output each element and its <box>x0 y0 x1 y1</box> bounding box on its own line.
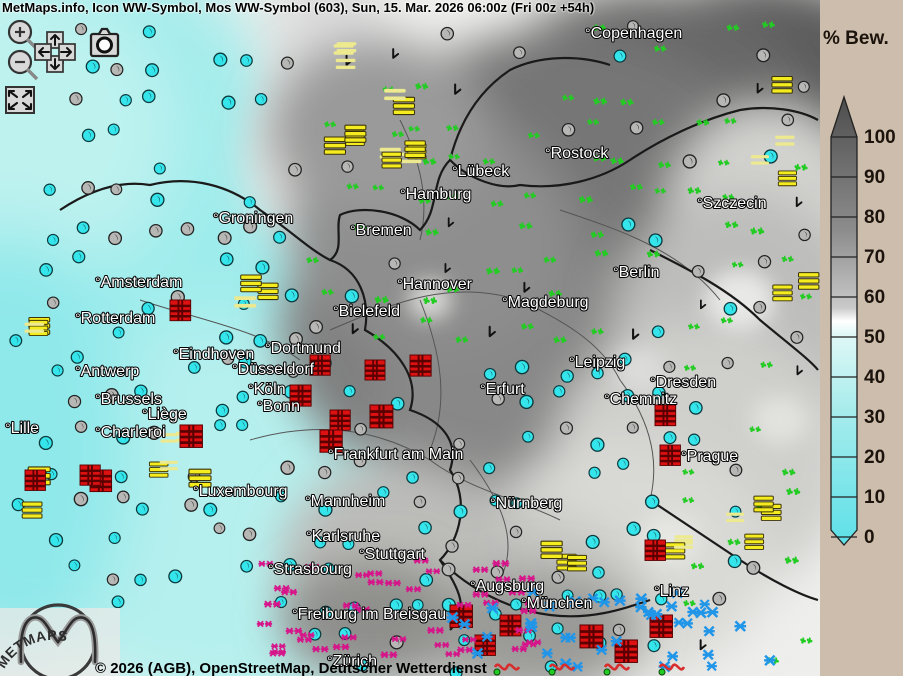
svg-text:°Szczecin: °Szczecin <box>697 195 767 212</box>
svg-text:°Bonn: °Bonn <box>257 398 300 415</box>
svg-text:0: 0 <box>864 527 875 548</box>
svg-text:°Dresden: °Dresden <box>650 374 716 391</box>
svg-text:°Dortmund: °Dortmund <box>265 340 341 357</box>
svg-text:°Rotterdam: °Rotterdam <box>75 310 155 327</box>
svg-text:°Chemnitz: °Chemnitz <box>604 391 677 408</box>
svg-text:°Bielefeld: °Bielefeld <box>333 303 400 320</box>
svg-text:70: 70 <box>864 247 885 268</box>
svg-text:°Stuttgart: °Stuttgart <box>359 546 426 563</box>
svg-text:°Magdeburg: °Magdeburg <box>502 294 589 311</box>
svg-text:°Lübeck: °Lübeck <box>452 163 510 180</box>
svg-text:10: 10 <box>864 487 885 508</box>
svg-text:°Prague: °Prague <box>681 448 738 465</box>
svg-text:°Luxembourg: °Luxembourg <box>193 483 288 500</box>
svg-text:60: 60 <box>864 287 885 308</box>
svg-text:°Charleroi: °Charleroi <box>95 424 166 441</box>
svg-text:°Karlsruhe: °Karlsruhe <box>306 528 380 545</box>
svg-text:°Amsterdam: °Amsterdam <box>95 274 182 291</box>
svg-text:°Lille: °Lille <box>5 420 39 437</box>
svg-text:°Strasbourg: °Strasbourg <box>268 561 352 578</box>
svg-text:°Mannheim: °Mannheim <box>305 493 385 510</box>
svg-text:°Hamburg: °Hamburg <box>400 186 471 203</box>
svg-text:°Frankfurt am Main: °Frankfurt am Main <box>328 446 463 463</box>
svg-text:°Berlin: °Berlin <box>613 264 660 281</box>
svg-text:90: 90 <box>864 167 885 188</box>
svg-text:30: 30 <box>864 407 885 428</box>
svg-text:100: 100 <box>864 127 896 148</box>
svg-text:°Groningen: °Groningen <box>213 210 293 227</box>
svg-text:°Freiburg im Breisgau: °Freiburg im Breisgau <box>292 606 446 623</box>
svg-text:°Hannover: °Hannover <box>397 276 473 293</box>
svg-text:°Köln: °Köln <box>248 381 286 398</box>
svg-text:°Augsburg: °Augsburg <box>470 578 544 595</box>
svg-text:°Liège: °Liège <box>142 406 187 423</box>
svg-text:°Rostock: °Rostock <box>545 145 609 162</box>
svg-text:20: 20 <box>864 447 885 468</box>
svg-text:°Leipzig: °Leipzig <box>569 354 625 371</box>
svg-text:50: 50 <box>864 327 885 348</box>
svg-text:40: 40 <box>864 367 885 388</box>
svg-text:°Antwerp: °Antwerp <box>75 363 139 380</box>
svg-text:°Nürnberg: °Nürnberg <box>490 495 562 512</box>
svg-text:°Düsseldorf: °Düsseldorf <box>232 361 315 378</box>
svg-text:°Linz: °Linz <box>654 583 689 600</box>
svg-text:°Copenhagen: °Copenhagen <box>585 25 682 42</box>
svg-text:80: 80 <box>864 207 885 228</box>
svg-text:°München: °München <box>521 595 592 612</box>
svg-text:°Bremen: °Bremen <box>350 222 412 239</box>
svg-text:°Erfurt: °Erfurt <box>480 381 525 398</box>
